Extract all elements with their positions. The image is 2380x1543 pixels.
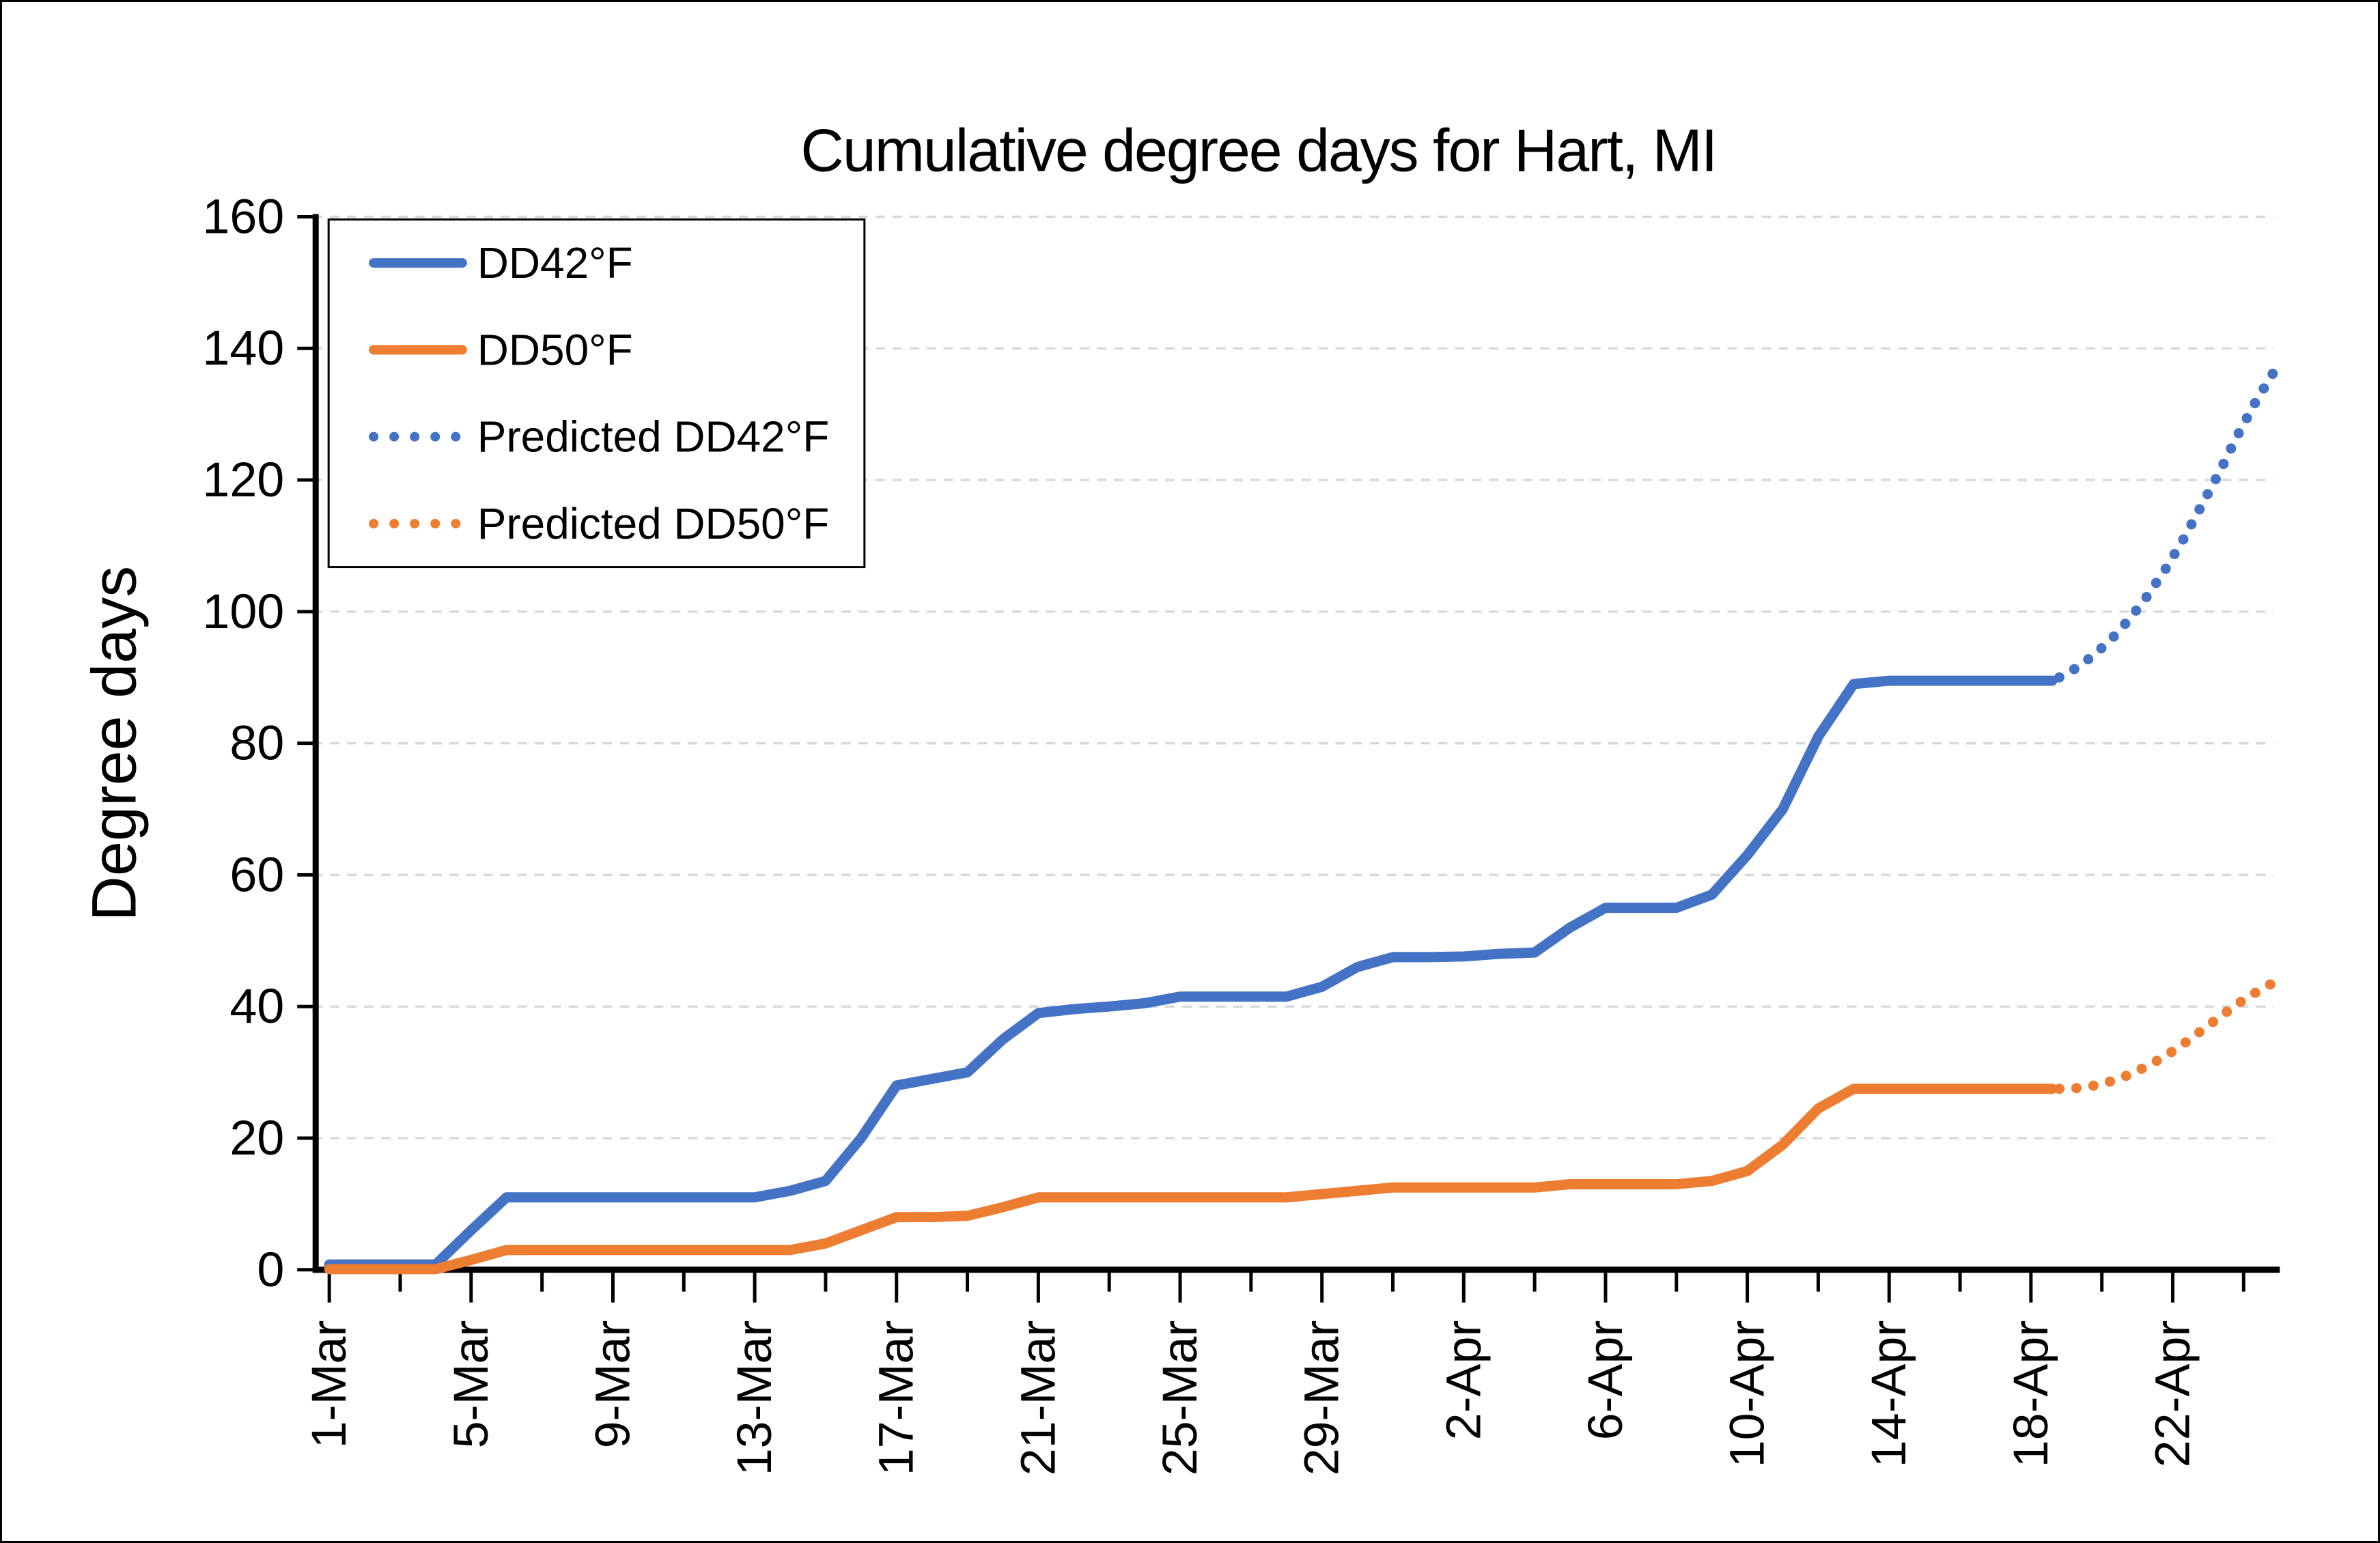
x-tick-label: 10-Apr — [1720, 1320, 1775, 1468]
svg-text:22-Apr: 22-Apr — [2146, 1320, 2200, 1468]
legend-entry-dd42-f: DD42°F — [369, 238, 633, 287]
svg-text:14-Apr: 14-Apr — [1862, 1320, 1916, 1468]
y-tick-label: 160 — [202, 189, 284, 244]
svg-text:29-Mar: 29-Mar — [1295, 1320, 1349, 1476]
y-tick-label: 20 — [229, 1111, 284, 1165]
legend: DD42°F DD50°F Predicted DD42°F Predicted DD… — [327, 218, 866, 569]
y-tick-label: 80 — [229, 716, 284, 771]
legend-entry-predicted-dd50-f: Predicted DD50°F — [369, 499, 829, 548]
svg-text:2-Apr: 2-Apr — [1436, 1320, 1491, 1441]
svg-text:25-Mar: 25-Mar — [1153, 1320, 1207, 1476]
legend-label: DD42°F — [477, 238, 633, 287]
series-line-dd42-f — [324, 675, 2058, 1270]
svg-text:6-Apr: 6-Apr — [1578, 1320, 1633, 1441]
legend-label: Predicted DD50°F — [477, 499, 829, 548]
x-tick-label: 29-Mar — [1295, 1320, 1349, 1476]
x-tick-label: 6-Apr — [1578, 1320, 1633, 1441]
x-tick-label: 13-Mar — [727, 1320, 782, 1476]
svg-text:17-Mar: 17-Mar — [869, 1320, 924, 1476]
series-line-dd50-f — [324, 1084, 2058, 1275]
x-tick-label: 14-Apr — [1862, 1320, 1916, 1468]
legend-label: Predicted DD42°F — [477, 412, 829, 462]
y-tick-label: 120 — [202, 453, 284, 507]
y-axis-title: Degree days — [80, 566, 150, 922]
series-lines — [324, 359, 2284, 1275]
y-tick-label: 60 — [229, 847, 284, 902]
legend-label: DD50°F — [477, 325, 633, 374]
y-tick-labels: 0 20 40 60 80 100 120 140 160 — [202, 189, 284, 1297]
x-tick-label: 21-Mar — [1011, 1320, 1065, 1476]
x-tick-label: 5-Mar — [444, 1320, 499, 1449]
svg-text:5-Mar: 5-Mar — [444, 1320, 499, 1449]
legend-entry-predicted-dd42-f: Predicted DD42°F — [369, 412, 829, 462]
axes — [297, 214, 2280, 1303]
legend-box — [327, 218, 866, 569]
x-tick-label: 2-Apr — [1436, 1320, 1491, 1441]
series-line-predicted-dd50-f — [2054, 975, 2284, 1094]
y-tick-label: 140 — [202, 321, 284, 376]
svg-text:21-Mar: 21-Mar — [1011, 1320, 1065, 1476]
chart-title: Cumulative degree days for Hart, MI — [800, 117, 1716, 184]
x-tick-label: 22-Apr — [2146, 1320, 2200, 1468]
x-tick-label: 17-Mar — [869, 1320, 924, 1476]
x-tick-label: 25-Mar — [1153, 1320, 1207, 1476]
y-tick-label: 0 — [257, 1243, 284, 1297]
svg-text:9-Mar: 9-Mar — [585, 1320, 640, 1449]
x-tick-label: 9-Mar — [585, 1320, 640, 1449]
x-tick-label: 18-Apr — [2004, 1320, 2058, 1468]
series-line-predicted-dd42-f — [2054, 359, 2284, 683]
svg-text:13-Mar: 13-Mar — [727, 1320, 782, 1476]
svg-text:18-Apr: 18-Apr — [2004, 1320, 2058, 1468]
x-tick-labels: 1-Mar 5-Mar 9-Mar 13-Mar 17-Mar 21-Mar 25-Mar 2… — [302, 1320, 2200, 1476]
svg-text:10-Apr: 10-Apr — [1720, 1320, 1775, 1468]
legend-entry-dd50-f: DD50°F — [369, 325, 633, 374]
y-tick-label: 100 — [202, 584, 284, 639]
y-axis-title-text: Degree days — [80, 566, 150, 922]
x-tick-label: 1-Mar — [302, 1320, 356, 1449]
svg-text:1-Mar: 1-Mar — [302, 1320, 356, 1449]
y-tick-label: 40 — [229, 979, 284, 1034]
